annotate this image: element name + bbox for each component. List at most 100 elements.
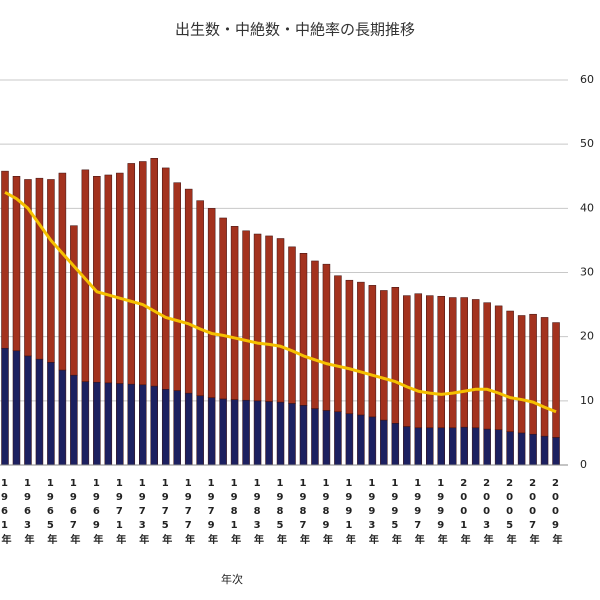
bar [242,399,250,466]
bar [70,374,78,466]
bar [70,225,78,376]
bar [322,263,331,411]
x-tick-label: 1989年 [320,478,332,547]
bar [253,233,262,402]
bar [414,427,423,466]
bar [437,295,445,429]
bar [299,253,308,406]
bar [414,293,423,429]
x-tick-label: 1993年 [366,478,378,547]
y-tick-label: 50 [580,137,594,150]
bar [1,170,9,349]
x-tick-label: 2005年 [504,478,516,547]
x-tick-label: 1967年 [68,478,80,547]
bar [58,369,67,466]
bar [47,179,55,363]
bar [334,411,342,466]
bar [161,389,170,466]
bar [219,398,227,466]
bar [24,355,32,466]
bar [116,172,124,384]
bar [12,176,21,352]
y-tick-label: 20 [580,330,594,343]
bar [184,392,193,466]
bar [403,295,411,427]
x-tick-label: 1973年 [137,478,149,547]
bar [196,200,204,396]
bar [184,188,193,394]
bar [460,426,468,466]
x-tick-label: 1995年 [389,478,401,547]
bar [1,347,9,466]
x-tick-label: 1983年 [252,478,264,547]
bar [437,427,445,466]
bar [448,297,457,429]
bar [334,275,342,412]
bar [127,383,136,466]
x-tick-label: 1977年 [183,478,195,547]
bar [242,230,250,401]
x-tick-label: 1961年 [0,478,11,547]
bar [471,427,480,466]
y-tick-label: 10 [580,394,594,407]
x-tick-label: 1965年 [45,478,57,547]
bar [529,313,537,435]
x-tick-label: 1987年 [297,478,309,547]
bar [230,226,239,400]
bar [265,235,273,402]
bar [345,279,354,414]
line-series [4,190,557,414]
bar [471,299,480,429]
bar [265,401,273,466]
bar [139,384,147,466]
bar [58,172,67,371]
bar [391,423,400,466]
bar [276,238,285,403]
x-tick-label: 1985年 [275,478,287,547]
bar [529,433,537,466]
bar [47,362,55,466]
bar [12,350,21,466]
y-tick-label: 30 [580,266,594,279]
x-tick-label: 1975年 [160,478,172,547]
bar [506,310,514,432]
bar [150,385,158,466]
bar [380,290,388,421]
bar [219,217,227,400]
bar [127,163,136,385]
bar [345,413,354,466]
bar [552,322,560,438]
x-tick-label: 1999年 [435,478,447,547]
y-tick-label: 0 [580,458,587,471]
x-tick-label: 1997年 [412,478,424,547]
bar [368,416,377,466]
bar [357,281,365,416]
bar [506,431,514,466]
bar [460,297,468,428]
chart-title: 出生数・中絶数・中絶率の長期推移 [175,21,415,39]
bar [540,435,549,466]
bar [139,161,147,386]
bar [380,419,388,466]
bar [311,408,319,466]
x-tick-label: 1979年 [206,478,218,547]
bar [196,395,204,466]
bar [552,437,560,466]
bar [104,174,113,384]
bar [311,260,319,409]
bar [299,405,308,466]
bar [150,158,158,387]
bar [426,427,434,466]
bar [93,381,101,466]
bar [540,317,549,437]
bar [81,381,90,466]
x-tick-label: 1969年 [91,478,103,547]
bar [173,182,181,391]
bar [104,382,113,466]
y-tick-label: 60 [580,73,594,86]
bar [207,208,216,398]
x-tick-label: 1981年 [229,478,241,547]
bar [161,167,170,390]
x-tick-label: 2001年 [458,478,470,547]
